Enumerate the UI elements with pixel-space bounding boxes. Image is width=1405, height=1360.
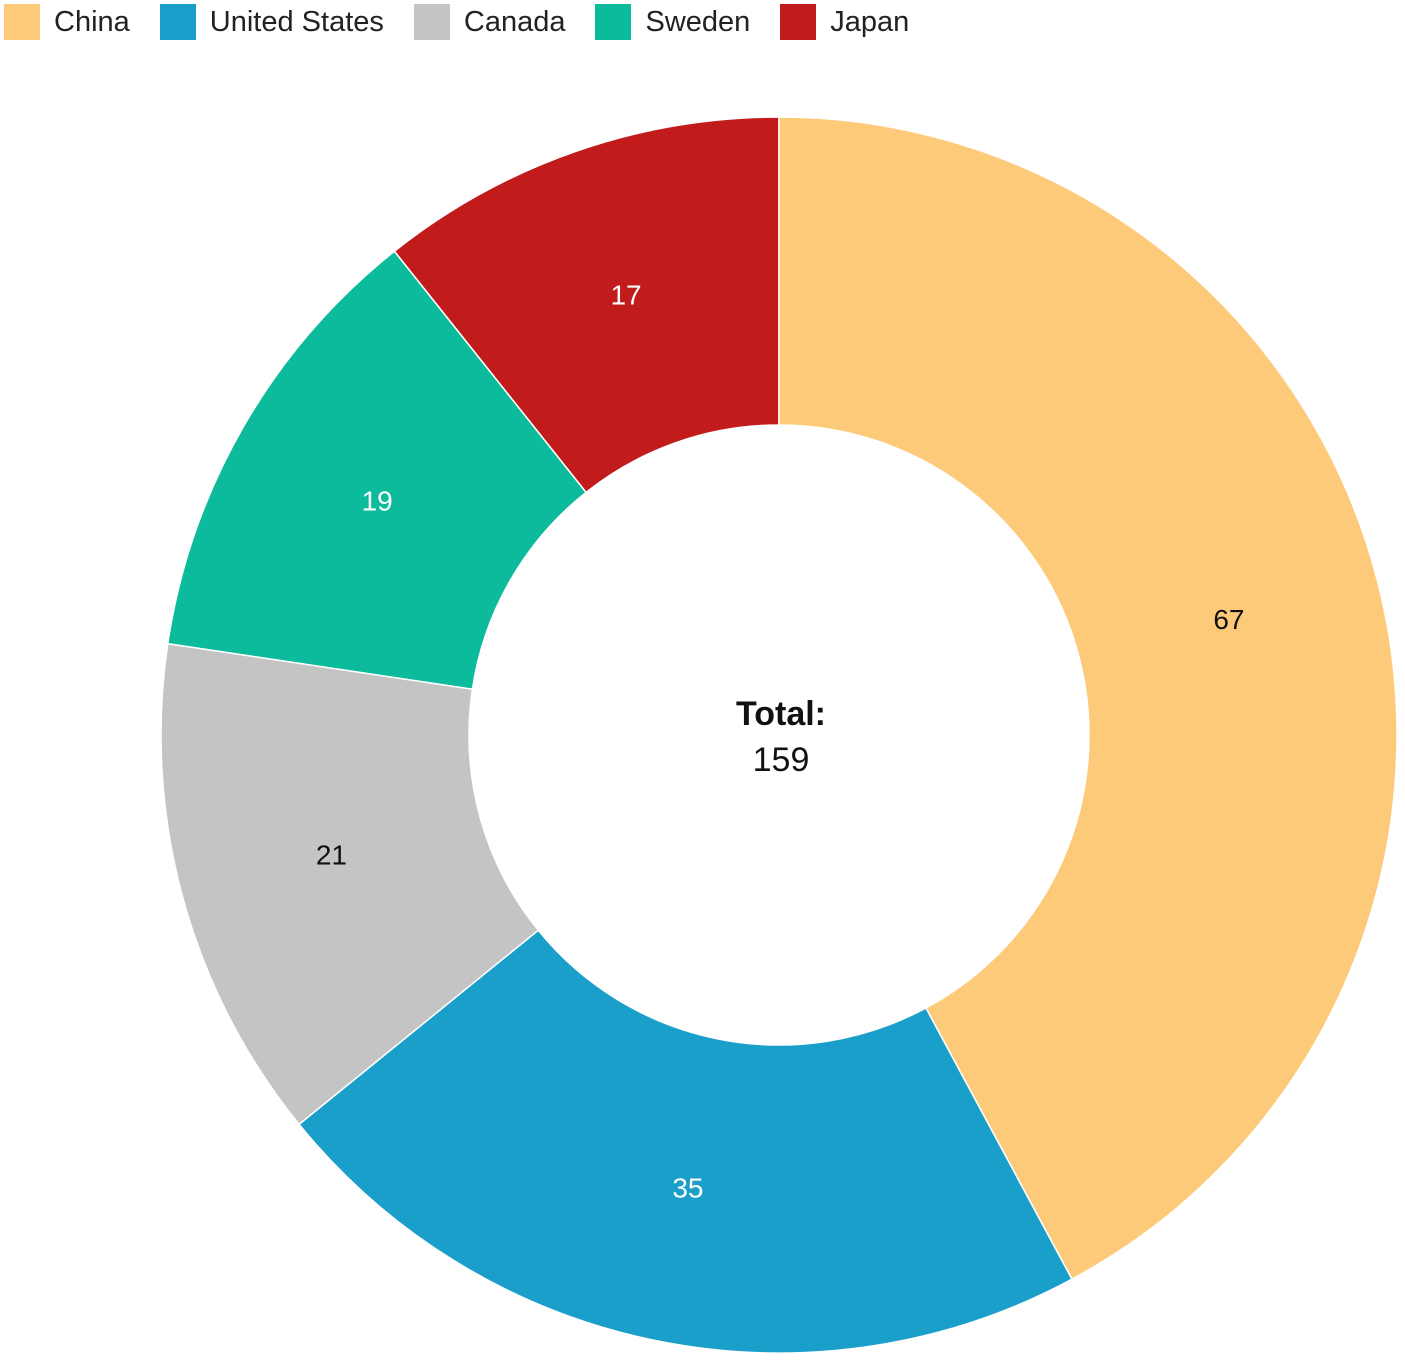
legend-swatch — [595, 4, 632, 40]
legend-swatch — [413, 4, 450, 40]
value-label: 21 — [316, 840, 347, 871]
legend-swatch — [4, 4, 40, 40]
legend-item: Canada — [413, 4, 566, 40]
legend-item: United States — [159, 4, 384, 40]
donut-segment — [393, 116, 780, 494]
legend-item: Sweden — [595, 4, 750, 40]
donut-segment — [166, 250, 588, 691]
value-label: 19 — [362, 485, 393, 516]
legend: China United States Canada Sweden Japan — [4, 2, 909, 42]
legend-item: China — [4, 4, 130, 40]
donut-segment — [160, 642, 540, 1126]
value-label: 67 — [1213, 604, 1244, 635]
legend-label: United States — [209, 5, 384, 38]
legend-item: Japan — [780, 4, 909, 40]
value-label: 17 — [610, 279, 641, 310]
donut-segment — [778, 116, 1398, 1281]
center-label: Total: — [736, 695, 826, 733]
center-total: 159 — [753, 741, 810, 779]
legend-swatch — [159, 4, 196, 40]
legend-swatch — [780, 4, 817, 40]
legend-label: China — [54, 5, 130, 38]
donut-segment — [298, 929, 1074, 1354]
value-label: 35 — [672, 1172, 703, 1203]
legend-label: Canada — [463, 5, 566, 38]
legend-label: Japan — [830, 5, 910, 38]
legend-label: Sweden — [645, 5, 751, 38]
